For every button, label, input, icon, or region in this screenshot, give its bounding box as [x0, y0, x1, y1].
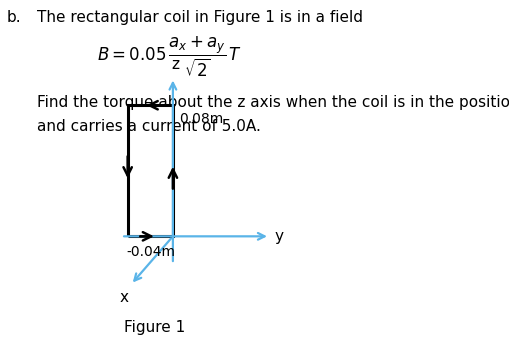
Text: x: x [120, 290, 129, 305]
Text: 0.08m: 0.08m [178, 112, 222, 126]
Text: The rectangular coil in Figure 1 is in a field: The rectangular coil in Figure 1 is in a… [37, 10, 362, 25]
Text: and carries a current of 5.0A.: and carries a current of 5.0A. [37, 119, 261, 134]
Text: $B = 0.05\,\dfrac{a_x + a_y}{\sqrt{2}}\,T$: $B = 0.05\,\dfrac{a_x + a_y}{\sqrt{2}}\,… [97, 35, 242, 79]
Text: Figure 1: Figure 1 [124, 320, 185, 335]
Text: z: z [171, 58, 179, 72]
Text: y: y [274, 229, 283, 244]
Text: Find the torque about the z axis when the coil is in the position shown: Find the torque about the z axis when th… [37, 95, 509, 110]
Text: -0.04m: -0.04m [126, 245, 175, 259]
Text: b.: b. [7, 10, 21, 25]
